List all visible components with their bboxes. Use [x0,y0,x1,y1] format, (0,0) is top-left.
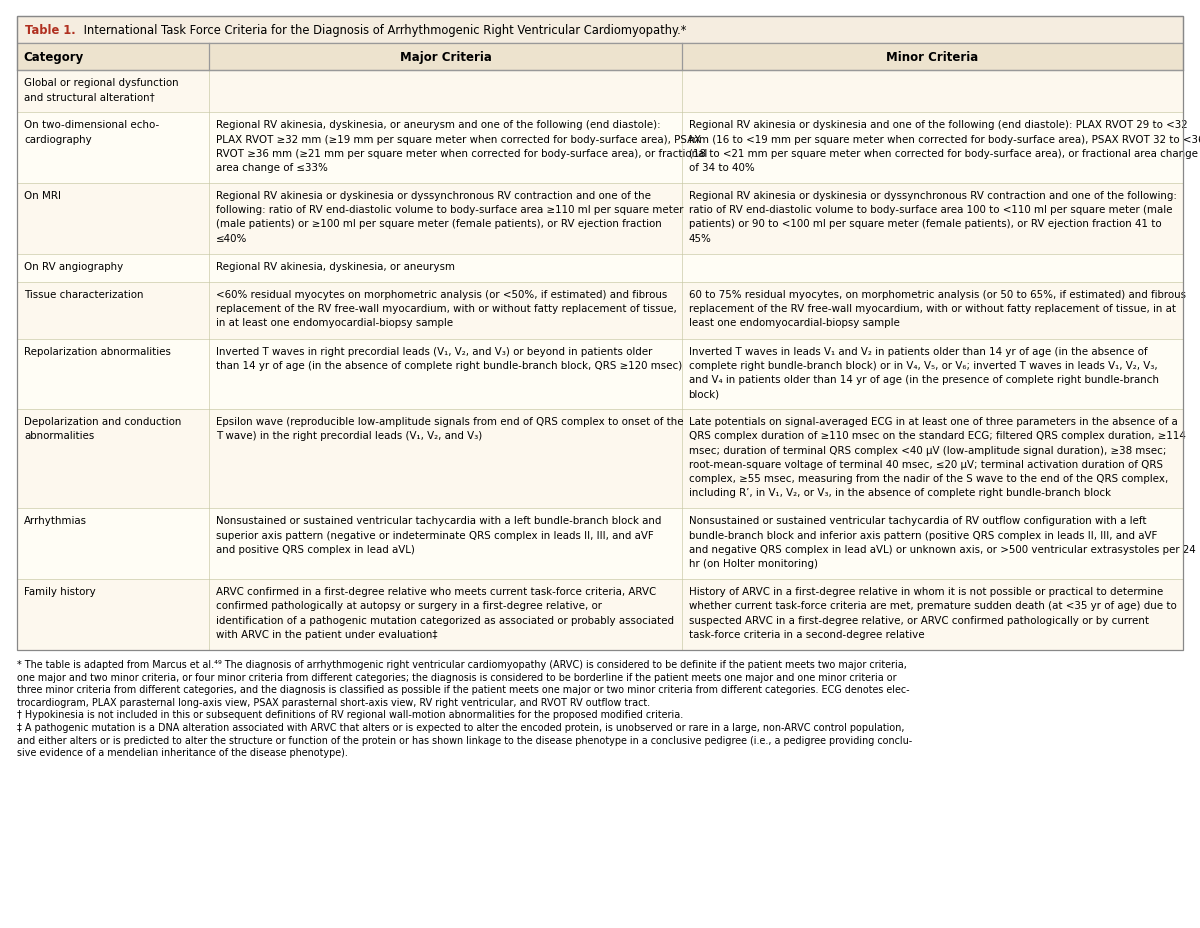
Text: Epsilon wave (reproducible low-amplitude signals from end of QRS complex to onse: Epsilon wave (reproducible low-amplitude… [216,417,684,427]
Text: trocardiogram, PLAX parasternal long-axis view, PSAX parasternal short-axis view: trocardiogram, PLAX parasternal long-axi… [17,697,650,707]
Text: Repolarization abnormalities: Repolarization abnormalities [24,346,170,356]
Text: On MRI: On MRI [24,191,61,200]
Text: Major Criteria: Major Criteria [400,51,492,64]
Text: and either alters or is predicted to alter the structure or function of the prot: and either alters or is predicted to alt… [17,735,912,745]
Text: Table 1.: Table 1. [25,24,76,37]
Text: Depolarization and conduction: Depolarization and conduction [24,417,181,427]
Text: History of ARVC in a first-degree relative in whom it is not possible or practic: History of ARVC in a first-degree relati… [689,586,1163,597]
Text: Family history: Family history [24,586,96,597]
Text: 60 to 75% residual myocytes, on morphometric analysis (or 50 to 65%, if estimate: 60 to 75% residual myocytes, on morphome… [689,290,1186,300]
Text: Inverted T waves in leads V₁ and V₂ in patients older than 14 yr of age (in the : Inverted T waves in leads V₁ and V₂ in p… [689,346,1147,356]
Bar [17,509,1183,579]
Text: <60% residual myocytes on morphometric analysis (or <50%, if estimated) and fibr: <60% residual myocytes on morphometric a… [216,290,667,300]
Text: Nonsustained or sustained ventricular tachycardia of RV outflow configuration wi: Nonsustained or sustained ventricular ta… [689,516,1146,526]
Bar [17,113,1183,184]
Text: Global or regional dysfunction: Global or regional dysfunction [24,78,179,88]
Text: least one endomyocardial-biopsy sample: least one endomyocardial-biopsy sample [689,318,900,328]
Text: Regional RV akinesia or dyskinesia and one of the following (end diastole): PLAX: Regional RV akinesia or dyskinesia and o… [689,121,1187,130]
Text: and negative QRS complex in lead aVL) or unknown axis, or >500 ventricular extra: and negative QRS complex in lead aVL) or… [689,544,1195,554]
Text: sive evidence of a mendelian inheritance of the disease phenotype).: sive evidence of a mendelian inheritance… [17,748,348,757]
Text: Late potentials on signal-averaged ECG in at least one of three parameters in th: Late potentials on signal-averaged ECG i… [689,417,1177,427]
Bar [17,340,1183,410]
Text: confirmed pathologically at autopsy or surgery in a first-degree relative, or: confirmed pathologically at autopsy or s… [216,600,602,611]
Text: msec; duration of terminal QRS complex <40 μV (low-amplitude signal duration), ≥: msec; duration of terminal QRS complex <… [689,445,1166,455]
Text: whether current task-force criteria are met, premature sudden death (at <35 yr o: whether current task-force criteria are … [689,600,1176,611]
Bar [17,17,1183,651]
Text: one major and two minor criteria, or four minor criteria from different categori: one major and two minor criteria, or fou… [17,672,896,682]
Text: identification of a pathogenic mutation categorized as associated or probably as: identification of a pathogenic mutation … [216,615,674,625]
Text: suspected ARVC in a first-degree relative, or ARVC confirmed pathologically or b: suspected ARVC in a first-degree relativ… [689,615,1148,625]
Text: with ARVC in the patient under evaluation‡: with ARVC in the patient under evaluatio… [216,629,438,639]
Text: * The table is adapted from Marcus et al.⁴⁹ The diagnosis of arrhythmogenic righ: * The table is adapted from Marcus et al… [17,659,907,669]
Text: † Hypokinesia is not included in this or subsequent definitions of RV regional w: † Hypokinesia is not included in this or… [17,710,683,720]
Text: complete right bundle-branch block) or in V₄, V₅, or V₆; inverted T waves in lea: complete right bundle-branch block) or i… [689,360,1157,370]
Text: Arrhythmias: Arrhythmias [24,516,88,526]
Text: 45%: 45% [689,234,712,243]
Text: and positive QRS complex in lead aVL): and positive QRS complex in lead aVL) [216,544,415,554]
Bar [17,184,1183,254]
Text: root-mean-square voltage of terminal 40 msec, ≤20 μV; terminal activation durati: root-mean-square voltage of terminal 40 … [689,459,1163,470]
Text: three minor criteria from different categories, and the diagnosis is classified : three minor criteria from different cate… [17,685,910,694]
Bar [17,254,1183,283]
Text: including R’, in V₁, V₂, or V₃, in the absence of complete right bundle-branch b: including R’, in V₁, V₂, or V₃, in the a… [689,488,1111,497]
Text: replacement of the RV free-wall myocardium, with or without fatty replacement of: replacement of the RV free-wall myocardi… [216,303,677,314]
Text: following: ratio of RV end-diastolic volume to body-surface area ≥110 ml per squ: following: ratio of RV end-diastolic vol… [216,205,684,215]
Bar [17,579,1183,651]
Text: ≤40%: ≤40% [216,234,247,243]
Text: and structural alteration†: and structural alteration† [24,92,155,102]
Text: in at least one endomyocardial-biopsy sample: in at least one endomyocardial-biopsy sa… [216,318,454,328]
Text: PLAX RVOT ≥32 mm (≥19 mm per square meter when corrected for body-surface area),: PLAX RVOT ≥32 mm (≥19 mm per square mete… [216,135,702,145]
Text: task-force criteria in a second-degree relative: task-force criteria in a second-degree r… [689,629,924,639]
Text: QRS complex duration of ≥110 msec on the standard ECG; filtered QRS complex dura: QRS complex duration of ≥110 msec on the… [689,431,1186,441]
Text: ARVC confirmed in a first-degree relative who meets current task-force criteria,: ARVC confirmed in a first-degree relativ… [216,586,656,597]
Bar [17,17,1183,44]
Text: ratio of RV end-diastolic volume to body-surface area 100 to <110 ml per square : ratio of RV end-diastolic volume to body… [689,205,1172,215]
Text: bundle-branch block and inferior axis pattern (positive QRS complex in leads II,: bundle-branch block and inferior axis pa… [689,530,1157,540]
Text: patients) or 90 to <100 ml per square meter (female patients), or RV ejection fr: patients) or 90 to <100 ml per square me… [689,219,1162,229]
Text: of 34 to 40%: of 34 to 40% [689,162,755,173]
Text: Inverted T waves in right precordial leads (V₁, V₂, and V₃) or beyond in patient: Inverted T waves in right precordial lea… [216,346,653,356]
Text: (18 to <21 mm per square meter when corrected for body-surface area), or fractio: (18 to <21 mm per square meter when corr… [689,148,1198,159]
Bar [17,410,1183,509]
Text: abnormalities: abnormalities [24,431,95,441]
Text: On RV angiography: On RV angiography [24,262,124,272]
Text: Regional RV akinesia, dyskinesia, or aneurysm and one of the following (end dias: Regional RV akinesia, dyskinesia, or ane… [216,121,661,130]
Text: RVOT ≥36 mm (≥21 mm per square meter when corrected for body-surface area), or f: RVOT ≥36 mm (≥21 mm per square meter whe… [216,148,708,159]
Text: Tissue characterization: Tissue characterization [24,290,144,300]
Text: block): block) [689,389,720,399]
Text: Regional RV akinesia or dyskinesia or dyssynchronous RV contraction and one of t: Regional RV akinesia or dyskinesia or dy… [689,191,1176,200]
Text: Regional RV akinesia or dyskinesia or dyssynchronous RV contraction and one of t: Regional RV akinesia or dyskinesia or dy… [216,191,652,200]
Text: and V₄ in patients older than 14 yr of age (in the presence of complete right bu: and V₄ in patients older than 14 yr of a… [689,375,1159,384]
Text: Regional RV akinesia, dyskinesia, or aneurysm: Regional RV akinesia, dyskinesia, or ane… [216,262,455,272]
Text: cardiography: cardiography [24,135,91,145]
Text: superior axis pattern (negative or indeterminate QRS complex in leads II, III, a: superior axis pattern (negative or indet… [216,530,654,540]
Text: complex, ≥55 msec, measuring from the nadir of the S wave to the end of the QRS : complex, ≥55 msec, measuring from the na… [689,473,1168,483]
Text: Minor Criteria: Minor Criteria [886,51,978,64]
Text: ‡ A pathogenic mutation is a DNA alteration associated with ARVC that alters or : ‡ A pathogenic mutation is a DNA alterat… [17,722,905,732]
Text: Category: Category [23,51,83,64]
Text: On two-dimensional echo-: On two-dimensional echo- [24,121,160,130]
Bar [17,283,1183,340]
Text: (male patients) or ≥100 ml per square meter (female patients), or RV ejection fr: (male patients) or ≥100 ml per square me… [216,219,662,229]
Text: hr (on Holter monitoring): hr (on Holter monitoring) [689,559,817,568]
Text: Nonsustained or sustained ventricular tachycardia with a left bundle-branch bloc: Nonsustained or sustained ventricular ta… [216,516,661,526]
Bar [17,71,1183,113]
Text: replacement of the RV free-wall myocardium, with or without fatty replacement of: replacement of the RV free-wall myocardi… [689,303,1176,314]
Text: T wave) in the right precordial leads (V₁, V₂, and V₃): T wave) in the right precordial leads (V… [216,431,482,441]
Text: mm (16 to <19 mm per square meter when corrected for body-surface area), PSAX RV: mm (16 to <19 mm per square meter when c… [689,135,1200,145]
Text: area change of ≤33%: area change of ≤33% [216,162,329,173]
Bar [17,44,1183,71]
Text: International Task Force Criteria for the Diagnosis of Arrhythmogenic Right Vent: International Task Force Criteria for th… [80,24,686,37]
Text: than 14 yr of age (in the absence of complete right bundle-branch block, QRS ≥12: than 14 yr of age (in the absence of com… [216,360,683,370]
